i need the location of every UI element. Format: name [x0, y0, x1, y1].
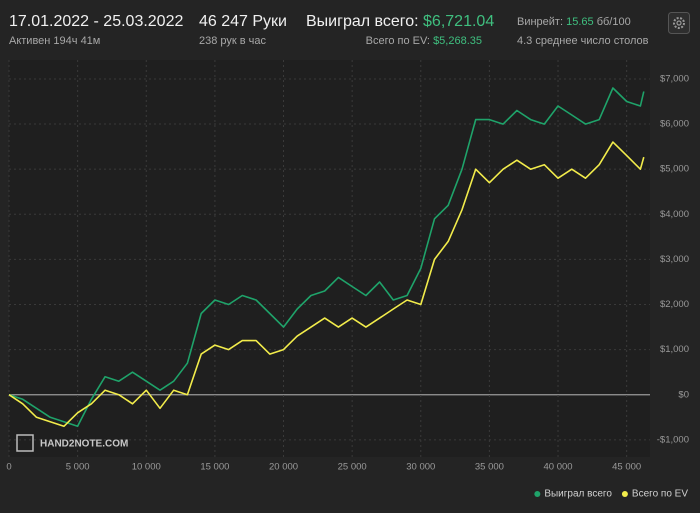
- x-tick-label: 45 000: [612, 462, 641, 473]
- chart: -$1,000 $0 $1,000 $2,000 $3,000 $4,000 $5,000 $…: [6, 60, 689, 500]
- won-row: Выиграл всего: $6,721.04: [306, 13, 494, 31]
- legend-marker: [621, 491, 628, 497]
- y-tick-label: $0: [678, 389, 689, 400]
- ev-label: Всего по EV:: [365, 35, 430, 47]
- legend-label: Выиграл всего: [544, 489, 612, 500]
- x-tick-label: 10 000: [132, 462, 161, 473]
- x-tick-label: 15 000: [200, 462, 229, 473]
- active-time: Активен 194ч 41м: [9, 35, 101, 47]
- series-line: [8, 141, 645, 428]
- legend-marker: [534, 491, 541, 497]
- y-tick-label: $6,000: [660, 119, 689, 130]
- x-tick-label: 0: [6, 462, 11, 473]
- won-value: $6,721.04: [423, 13, 495, 30]
- ev-value: $5,268.35: [433, 35, 482, 47]
- x-tick-label: 25 000: [338, 462, 367, 473]
- y-tick-label: -$1,000: [657, 434, 689, 445]
- x-tick-label: 5 000: [66, 462, 90, 473]
- watermark: HAND2NOTE.COM: [40, 439, 128, 450]
- watermark-logo: [16, 434, 34, 452]
- x-tick-label: 20 000: [269, 462, 298, 473]
- y-tick-label: $2,000: [660, 299, 689, 310]
- x-tick-label: 30 000: [406, 462, 435, 473]
- ev-row: Всего по EV: $5,268.35: [366, 35, 482, 47]
- winrate-label: Винрейт:: [517, 16, 564, 28]
- hands: 46 247 Руки: [199, 13, 287, 30]
- x-tick-label: 40 000: [544, 462, 573, 473]
- hands-per-hour: 238 рук в час: [199, 35, 267, 47]
- winrate-unit: бб/100: [596, 16, 631, 28]
- x-tick-label: 35 000: [475, 462, 504, 473]
- won-label: Выиграл всего:: [306, 13, 419, 30]
- y-tick-label: $4,000: [660, 209, 689, 220]
- y-tick-label: $5,000: [660, 164, 689, 175]
- winrate-row: Винрейт: 15.65 бб/100: [517, 16, 631, 28]
- y-tick-label: $1,000: [660, 344, 689, 355]
- y-tick-label: $3,000: [660, 254, 689, 265]
- y-tick-label: $7,000: [660, 73, 689, 84]
- tables: 4.3 среднее число столов: [517, 35, 649, 47]
- series-line: [8, 87, 645, 428]
- winrate-value: 15.65: [566, 16, 594, 28]
- legend-label: Всего по EV: [632, 489, 688, 500]
- date-range: 17.01.2022 - 25.03.2022: [9, 13, 184, 30]
- plot-area: [9, 60, 650, 457]
- settings-button[interactable]: [668, 12, 690, 34]
